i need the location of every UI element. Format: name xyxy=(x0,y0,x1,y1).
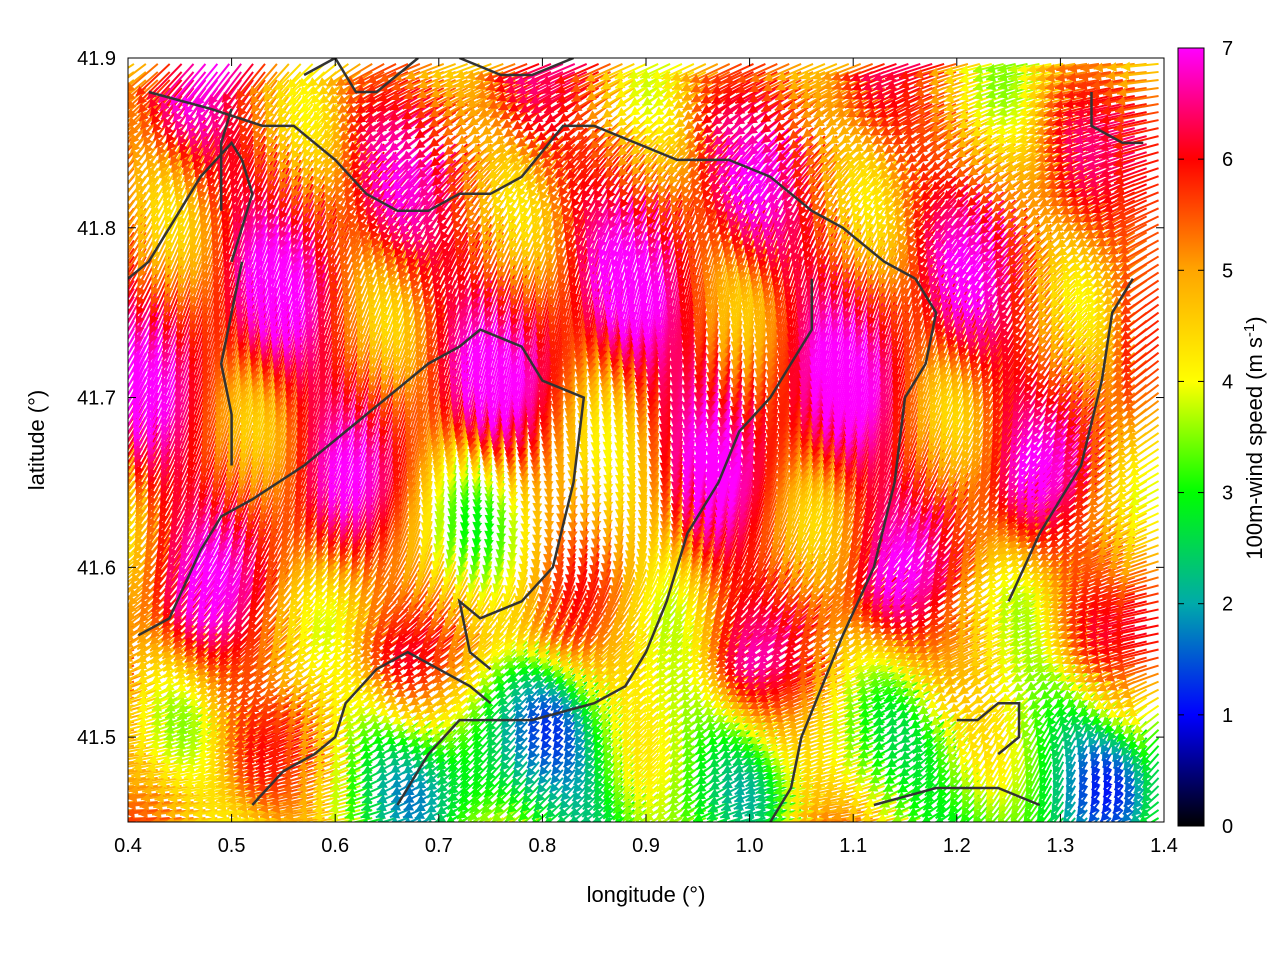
plot-area xyxy=(92,58,1164,840)
